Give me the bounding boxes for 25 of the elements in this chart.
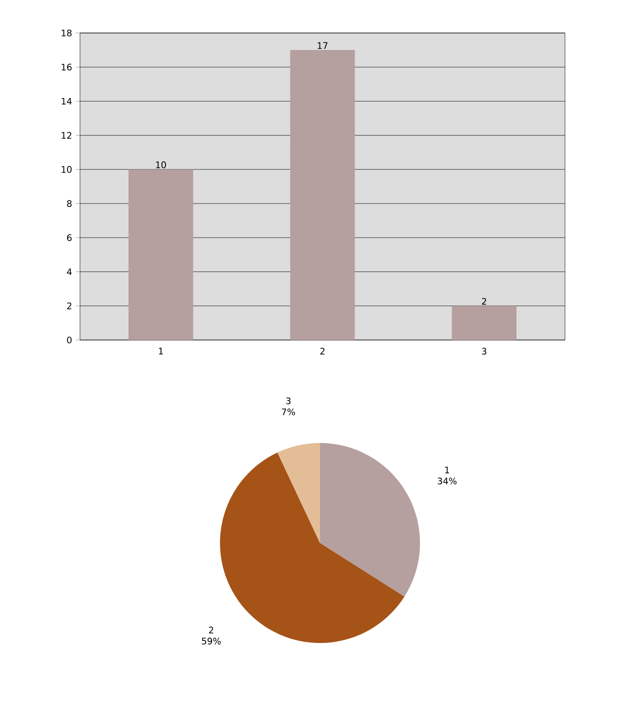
slice-label: 2 (209, 626, 214, 634)
y-tick-label: 10 (62, 166, 72, 173)
data-label: 17 (318, 42, 328, 49)
y-tick-label: 14 (62, 98, 72, 104)
y-tick-label: 2 (67, 302, 72, 310)
slice-label: 1 (445, 466, 450, 474)
y-tick-label: 16 (62, 64, 72, 71)
y-tick-label: 0 (67, 336, 72, 344)
data-label: 10 (156, 161, 166, 168)
data-label: 59% (202, 638, 221, 644)
x-tick-label: 1 (158, 348, 163, 354)
data-label: 2 (482, 298, 486, 305)
x-tick-label: 3 (482, 348, 486, 355)
bar (452, 306, 516, 340)
data-label: 34% (438, 478, 457, 484)
y-tick-label: 18 (62, 30, 72, 36)
y-tick-label: 6 (67, 234, 72, 242)
y-tick-label: 12 (62, 132, 72, 139)
y-tick-label: 8 (67, 200, 72, 207)
bar (290, 50, 355, 340)
x-tick-label: 2 (320, 348, 324, 354)
data-label: 7% (282, 408, 296, 416)
slice-label: 3 (286, 397, 291, 404)
y-tick-label: 4 (66, 268, 72, 276)
bar (128, 169, 194, 340)
